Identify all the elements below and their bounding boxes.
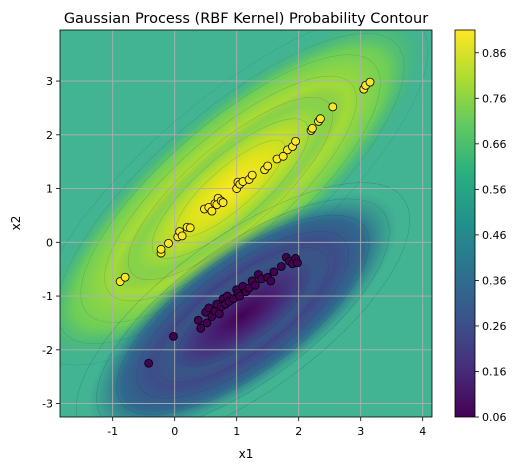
grid xyxy=(60,30,432,417)
point-class-0 xyxy=(276,262,286,271)
point-class-1 xyxy=(218,198,228,207)
point-class-1 xyxy=(328,102,338,112)
data-points xyxy=(115,77,375,368)
point-class-0 xyxy=(196,323,206,333)
x-tick-label: 4 xyxy=(419,425,426,438)
colorbar-tick-label: 0.16 xyxy=(482,365,507,378)
point-class-1 xyxy=(164,238,173,248)
contour-line xyxy=(136,231,350,399)
point-class-1 xyxy=(291,136,301,146)
contour-line xyxy=(80,54,381,323)
y-tick-label: -1 xyxy=(42,290,53,303)
point-class-0 xyxy=(269,267,279,277)
low-prob-core xyxy=(151,243,335,387)
point-class-1 xyxy=(307,123,317,133)
colorbar-tick-label: 0.36 xyxy=(482,274,507,287)
chart-title: Gaussian Process (RBF Kernel) Probabilit… xyxy=(64,11,428,27)
point-class-1 xyxy=(156,244,166,254)
contour-field xyxy=(60,30,432,417)
x-tick-label: -1 xyxy=(107,425,118,438)
point-class-0 xyxy=(144,358,154,368)
contour-line xyxy=(75,182,410,417)
contour-line xyxy=(60,33,405,344)
y-axis-ticks: -3 -2 -1 0 1 2 3 xyxy=(42,75,60,411)
colorbar-tick-label: 0.26 xyxy=(482,320,507,333)
contour-line xyxy=(128,97,333,280)
x-tick-label: 2 xyxy=(295,425,302,438)
y-tick-label: 3 xyxy=(46,75,53,88)
colorbar xyxy=(454,29,476,418)
y-tick-label: -2 xyxy=(42,344,53,357)
point-class-1 xyxy=(247,170,257,180)
colorbar-tick-label: 0.46 xyxy=(482,229,507,242)
x-axis-label: x1 xyxy=(239,447,254,461)
point-class-0 xyxy=(202,318,212,328)
point-class-0 xyxy=(293,258,302,268)
y-tick-label: 0 xyxy=(46,236,53,249)
point-class-0 xyxy=(193,315,203,325)
point-class-0 xyxy=(250,280,260,290)
point-class-0 xyxy=(169,331,178,341)
point-class-1 xyxy=(120,272,130,282)
colorbar-tick-label: 0.66 xyxy=(482,138,507,151)
point-class-1 xyxy=(177,231,187,241)
point-class-1 xyxy=(278,151,288,161)
point-class-1 xyxy=(207,206,217,216)
x-axis-ticks: -1 0 1 2 3 4 xyxy=(107,417,426,438)
colorbar-tick-label: 0.56 xyxy=(482,183,507,196)
contour-line xyxy=(116,214,370,415)
plot-frame xyxy=(59,29,433,418)
x-tick-label: 1 xyxy=(233,425,240,438)
y-tick-label: 1 xyxy=(46,183,53,196)
colorbar-tick-label: 0.06 xyxy=(482,411,507,424)
colorbar-tick-label: 0.86 xyxy=(482,47,507,60)
y-axis-label: x2 xyxy=(9,216,23,231)
point-class-0 xyxy=(266,276,276,286)
y-tick-label: -3 xyxy=(42,398,53,411)
colorbar-tick-label: 0.76 xyxy=(482,92,507,105)
point-class-1 xyxy=(365,77,375,87)
contour-line xyxy=(157,247,329,383)
colorbar-ticks: 0.06 0.16 0.26 0.36 0.46 0.56 0.66 0.76 0.86 xyxy=(475,47,507,424)
point-class-1 xyxy=(315,114,325,124)
point-class-1 xyxy=(263,161,273,171)
x-tick-label: 0 xyxy=(171,425,178,438)
y-tick-label: 2 xyxy=(46,129,53,142)
contour-line xyxy=(104,75,357,302)
contour-line xyxy=(151,118,310,259)
point-class-0 xyxy=(235,291,245,301)
point-class-1 xyxy=(185,223,195,233)
x-tick-label: 3 xyxy=(357,425,364,438)
